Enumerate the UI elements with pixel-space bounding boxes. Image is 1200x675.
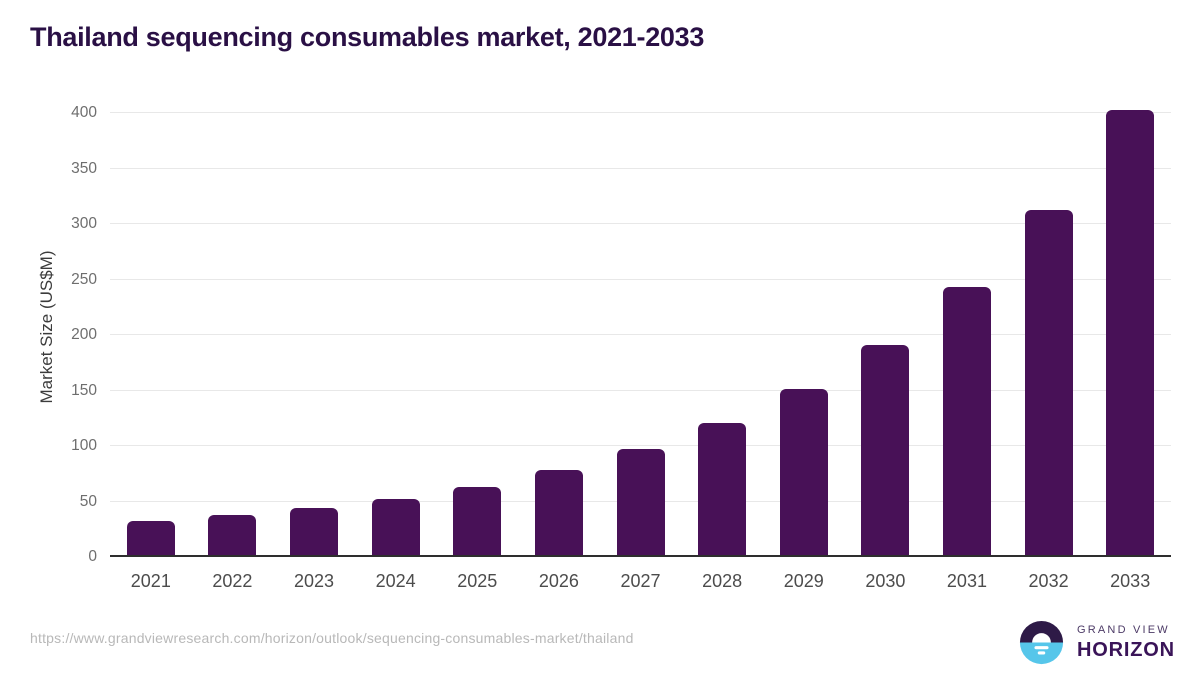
x-tick-label: 2025 bbox=[457, 571, 498, 591]
bar-2030 bbox=[861, 345, 910, 557]
x-tick-label: 2027 bbox=[620, 571, 661, 591]
bar-2024 bbox=[371, 499, 420, 557]
logo-text: GRAND VIEW HORIZON bbox=[1077, 624, 1175, 662]
x-tick-label: 2029 bbox=[783, 571, 824, 591]
y-tick-label: 50 bbox=[79, 492, 97, 510]
bar-2031 bbox=[942, 287, 991, 557]
gridline bbox=[110, 334, 1171, 335]
bar-2027 bbox=[616, 449, 665, 557]
x-tick-label: 2028 bbox=[702, 571, 743, 591]
y-tick-label: 350 bbox=[71, 159, 97, 177]
bar-2026 bbox=[534, 470, 583, 557]
x-tick-label: 2026 bbox=[538, 571, 579, 591]
bar-2028 bbox=[698, 422, 747, 557]
y-tick-label: 400 bbox=[71, 104, 97, 121]
page-title: Thailand sequencing consumables market, … bbox=[30, 22, 705, 52]
x-tick-label: 2030 bbox=[865, 571, 906, 591]
gridline bbox=[110, 112, 1171, 113]
y-tick-label: 250 bbox=[71, 270, 97, 288]
bar-2032 bbox=[1024, 209, 1073, 557]
y-tick-label: 200 bbox=[71, 326, 97, 343]
bar-2023 bbox=[290, 508, 339, 557]
y-tick-label: 0 bbox=[88, 548, 97, 565]
gridline bbox=[110, 223, 1171, 224]
bar-2025 bbox=[453, 487, 502, 557]
bar-2021 bbox=[126, 521, 175, 557]
y-tick-label: 150 bbox=[71, 381, 97, 399]
y-tick-label: 300 bbox=[71, 215, 97, 232]
x-tick-label: 2031 bbox=[946, 571, 987, 591]
gridline bbox=[110, 389, 1171, 391]
logo-text-grand-view: GRAND VIEW bbox=[1077, 623, 1170, 636]
gridline bbox=[110, 167, 1171, 169]
bar-2022 bbox=[208, 514, 257, 557]
x-tick-label: 2023 bbox=[294, 571, 335, 591]
y-axis-title: Market Size (US$M) bbox=[37, 250, 56, 404]
logo-text-horizon: HORIZON bbox=[1077, 638, 1175, 661]
gridline bbox=[110, 278, 1171, 280]
plot-area: 0 50 100 150 200 250 300 350 400 2021 2022 2023 2024… bbox=[71, 97, 1171, 591]
gridline bbox=[110, 445, 1171, 446]
bar-2033 bbox=[1106, 109, 1155, 557]
y-tick-label: 100 bbox=[71, 437, 97, 454]
horizon-sunrise-icon bbox=[1019, 620, 1064, 665]
grandview-horizon-logo: GRAND VIEW HORIZON bbox=[1019, 620, 1175, 665]
x-tick-label: 2021 bbox=[130, 571, 171, 591]
x-tick-label: 2024 bbox=[375, 571, 416, 591]
bar-2029 bbox=[779, 389, 828, 557]
x-tick-label: 2022 bbox=[212, 571, 253, 591]
source-url: https://www.grandviewresearch.com/horizo… bbox=[30, 630, 634, 646]
x-tick-label: 2032 bbox=[1028, 571, 1069, 591]
x-tick-label: 2033 bbox=[1110, 571, 1151, 591]
x-axis-baseline bbox=[110, 555, 1171, 557]
